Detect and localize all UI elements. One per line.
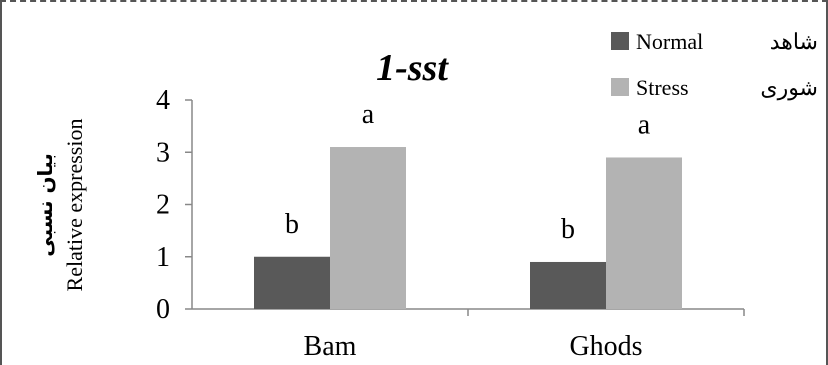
data-label: b — [561, 214, 575, 245]
legend-label-normal: Normal — [636, 29, 703, 54]
legend-label-normal-fa: شاهد — [770, 29, 818, 54]
legend-label-stress-fa: شوری — [760, 75, 818, 101]
y-tick-label: 3 — [156, 137, 170, 168]
bar-stress-bam — [330, 147, 406, 309]
legend-swatch-normal — [611, 32, 629, 50]
x-category-label: Bam — [304, 331, 357, 362]
chart-title: 1-sst — [376, 47, 449, 89]
data-label: a — [638, 109, 651, 140]
y-tick-label: 1 — [156, 242, 170, 273]
y-tick-label: 0 — [156, 294, 170, 325]
y-axis-title: Relative expression — [62, 119, 87, 292]
y-tick-label: 4 — [156, 85, 170, 116]
bar-normal-bam — [254, 256, 330, 309]
bar-stress-ghods — [606, 157, 682, 309]
bar-normal-ghods — [530, 261, 606, 309]
x-category-label: Ghods — [569, 331, 642, 362]
legend-swatch-stress — [611, 78, 629, 96]
data-label: b — [285, 209, 299, 240]
y-axis-title-fa: بیان نسبی — [33, 153, 57, 256]
y-tick-label: 2 — [156, 190, 170, 221]
legend-label-stress: Stress — [636, 75, 689, 100]
data-label: a — [362, 99, 375, 130]
